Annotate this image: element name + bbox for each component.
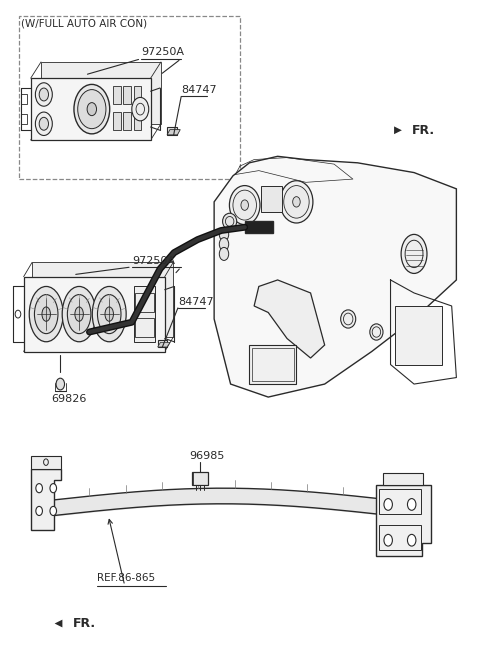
Polygon shape (157, 343, 170, 347)
Circle shape (56, 378, 64, 390)
Bar (252, 348, 294, 381)
Circle shape (87, 103, 96, 116)
Bar (21, 94, 27, 104)
Circle shape (384, 499, 393, 511)
Bar (167, 127, 178, 135)
Circle shape (408, 499, 416, 511)
Text: 96985: 96985 (190, 451, 225, 461)
Bar (135, 317, 154, 337)
Ellipse shape (42, 307, 50, 321)
Bar (134, 112, 141, 130)
Text: 69826: 69826 (51, 394, 86, 404)
Circle shape (293, 197, 300, 207)
Ellipse shape (284, 186, 309, 218)
Polygon shape (167, 129, 180, 135)
Circle shape (74, 84, 110, 134)
Circle shape (36, 83, 52, 106)
Bar (245, 221, 273, 233)
Circle shape (408, 535, 416, 546)
Text: 97250A: 97250A (141, 47, 184, 57)
Ellipse shape (29, 286, 63, 342)
Bar (395, 306, 442, 365)
Bar (19, 17, 240, 179)
Text: 84747: 84747 (178, 297, 214, 307)
Circle shape (36, 483, 42, 493)
Text: (W/FULL AUTO AIR CON): (W/FULL AUTO AIR CON) (21, 19, 147, 29)
Ellipse shape (370, 324, 383, 340)
Circle shape (39, 88, 48, 101)
Ellipse shape (401, 234, 427, 274)
Ellipse shape (62, 286, 96, 342)
Circle shape (39, 118, 48, 130)
Ellipse shape (105, 307, 113, 321)
Circle shape (219, 238, 228, 251)
Ellipse shape (223, 213, 237, 230)
Polygon shape (31, 78, 151, 140)
Circle shape (241, 200, 249, 210)
Ellipse shape (229, 185, 260, 224)
Polygon shape (24, 277, 165, 351)
Circle shape (219, 248, 228, 260)
Bar (135, 293, 154, 313)
Text: FR.: FR. (73, 617, 96, 630)
Bar (261, 185, 282, 212)
Ellipse shape (92, 286, 126, 342)
Bar (250, 345, 297, 384)
Circle shape (384, 535, 393, 546)
Polygon shape (32, 262, 173, 337)
Bar (21, 114, 27, 124)
Polygon shape (214, 156, 456, 397)
Circle shape (219, 228, 228, 241)
Bar (123, 112, 131, 130)
Bar (123, 86, 131, 104)
Polygon shape (254, 280, 324, 358)
Circle shape (50, 507, 57, 515)
Bar (379, 489, 421, 514)
Bar (379, 525, 421, 550)
Polygon shape (31, 469, 61, 531)
Text: REF.86-865: REF.86-865 (96, 572, 155, 582)
Ellipse shape (97, 295, 121, 333)
Text: FR.: FR. (412, 124, 435, 137)
Bar (134, 86, 141, 104)
Bar (157, 341, 167, 347)
Bar (134, 286, 156, 342)
Circle shape (36, 507, 42, 515)
Circle shape (132, 98, 149, 121)
Ellipse shape (35, 295, 58, 333)
Bar (192, 472, 208, 485)
Ellipse shape (75, 307, 84, 321)
Polygon shape (376, 485, 431, 556)
Ellipse shape (280, 181, 313, 223)
Ellipse shape (233, 190, 256, 220)
Bar (384, 473, 423, 485)
Polygon shape (41, 62, 161, 124)
Bar (113, 86, 120, 104)
Circle shape (36, 112, 52, 135)
Circle shape (78, 90, 106, 129)
Text: 84747: 84747 (181, 85, 217, 95)
Bar (31, 456, 61, 469)
Circle shape (50, 483, 57, 493)
Ellipse shape (341, 310, 356, 328)
Text: 97250A: 97250A (132, 256, 175, 266)
Ellipse shape (67, 295, 91, 333)
Bar (113, 112, 120, 130)
